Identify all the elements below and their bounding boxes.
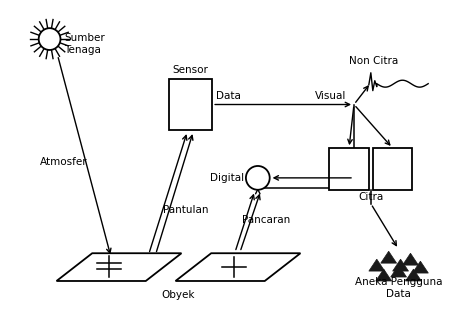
Text: Sensor: Sensor xyxy=(173,65,208,75)
Polygon shape xyxy=(391,265,407,277)
Polygon shape xyxy=(57,253,182,281)
Polygon shape xyxy=(406,269,422,281)
Text: Non Citra: Non Citra xyxy=(349,56,398,66)
Bar xyxy=(168,79,212,130)
Polygon shape xyxy=(369,259,385,271)
Bar xyxy=(373,148,412,190)
Polygon shape xyxy=(381,251,397,263)
Text: Pancaran: Pancaran xyxy=(242,215,290,225)
Polygon shape xyxy=(393,259,408,271)
Text: Visual: Visual xyxy=(315,91,346,100)
Text: Pantulan: Pantulan xyxy=(163,205,208,215)
Text: Citra: Citra xyxy=(358,192,384,202)
Text: Sumber
Tenaga: Sumber Tenaga xyxy=(64,33,105,55)
Polygon shape xyxy=(376,269,392,281)
Polygon shape xyxy=(175,253,301,281)
Text: Digital: Digital xyxy=(210,173,244,183)
Polygon shape xyxy=(412,261,428,273)
Circle shape xyxy=(246,166,270,190)
Text: Data: Data xyxy=(216,91,241,100)
Text: Aneka Pengguna
Data: Aneka Pengguna Data xyxy=(355,277,442,299)
Bar xyxy=(329,148,369,190)
Text: Atmosfer: Atmosfer xyxy=(40,157,87,167)
Circle shape xyxy=(38,28,61,50)
Polygon shape xyxy=(402,253,418,265)
Text: Obyek: Obyek xyxy=(162,290,195,300)
